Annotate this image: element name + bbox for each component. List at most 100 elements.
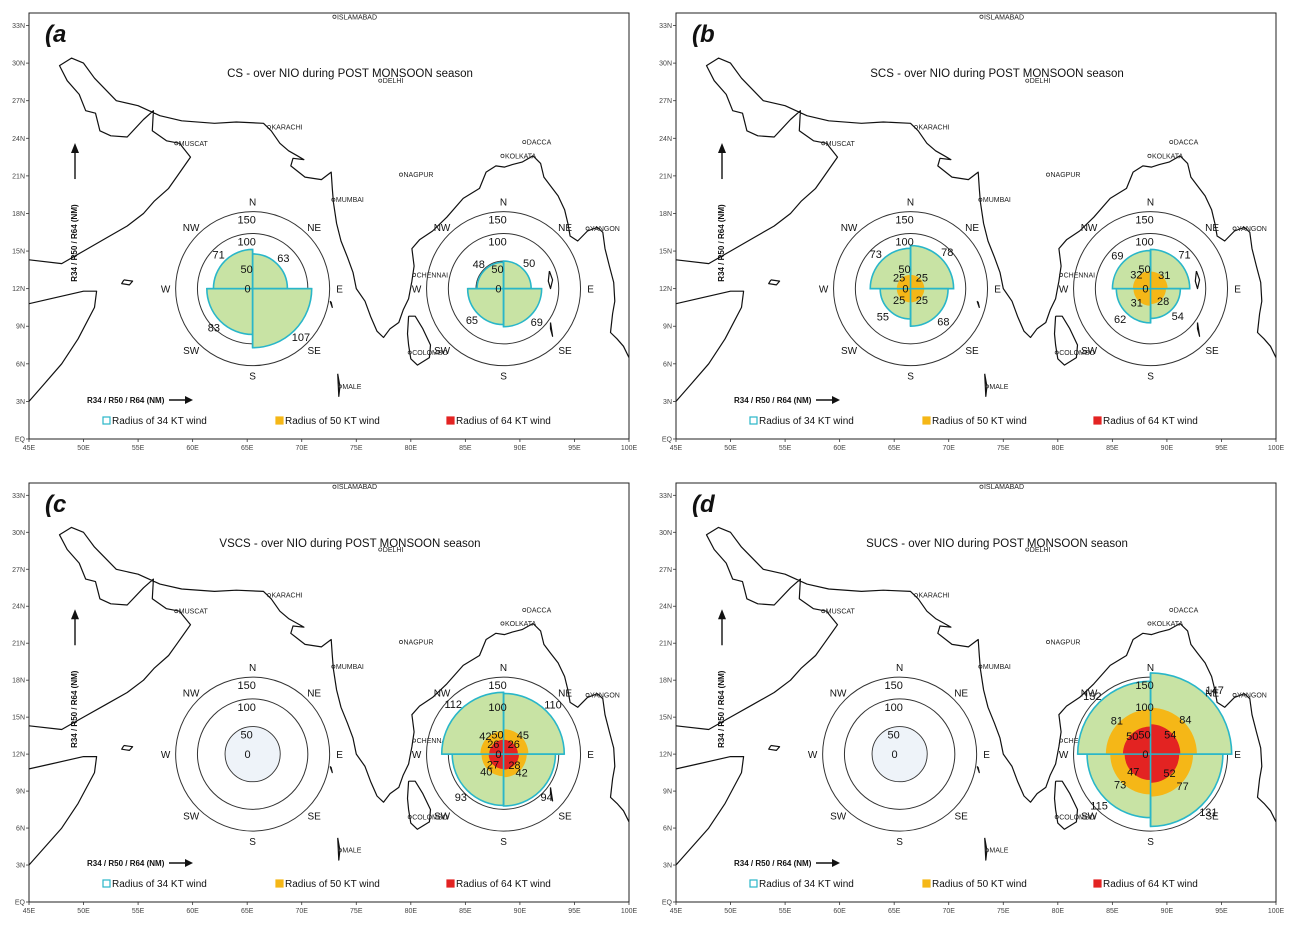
center-label: 0 (495, 749, 501, 761)
panel-title: SCS - over NIO during POST MONSOON seaso… (870, 68, 1124, 80)
lat-tick-18N: 18N (12, 211, 25, 218)
compass-n: N (249, 198, 256, 209)
city-yangon: YANGON (1237, 692, 1267, 699)
lat-tick-12N: 12N (12, 752, 25, 759)
ring-label-50: 50 (491, 264, 503, 276)
compass-e: E (336, 285, 343, 296)
r50-label-se: 28 (1157, 296, 1169, 308)
island (1194, 270, 1201, 290)
map-frame (675, 12, 1277, 440)
island (768, 279, 781, 286)
r50-quadrant-se (1150, 288, 1167, 305)
ring-100nm (196, 698, 309, 810)
compass-nw: NW (1081, 223, 1098, 234)
legend-r34: Radius of 34 KT wind (759, 416, 854, 427)
lon-tick-85E: 85E (459, 908, 472, 915)
lon-tick-100E: 100E (1268, 445, 1284, 452)
lat-tick-15N: 15N (12, 249, 25, 256)
city-dacca: DACCA (527, 140, 552, 147)
compass-ne: NE (1205, 689, 1219, 700)
r34-label-nw: 132 (1083, 691, 1101, 703)
city-marker (331, 664, 336, 669)
ring-label-150: 150 (488, 215, 506, 227)
lon-tick-60E: 60E (186, 445, 199, 452)
lon-tick-55E: 55E (779, 908, 792, 915)
r34-label-sw: 55 (877, 311, 889, 323)
coast-somalia (676, 290, 745, 402)
city-marker (585, 226, 590, 231)
island (549, 787, 554, 802)
city-kolkata: KOLKATA (1152, 153, 1184, 160)
city-marker (174, 141, 179, 146)
r64-label-se: 28 (508, 760, 520, 772)
panel-letter: (a (45, 21, 67, 48)
island (984, 837, 988, 861)
r34-quadrant-nw (476, 261, 505, 290)
lon-tick-45E: 45E (670, 908, 683, 915)
coast-srilanka (1053, 315, 1079, 366)
lon-tick-45E: 45E (23, 908, 36, 915)
center-label: 0 (1142, 284, 1148, 296)
city-nagpur: NAGPUR (404, 639, 434, 646)
compass-nw: NW (434, 689, 451, 700)
city-marker (1025, 547, 1030, 552)
city-yangon: YANGON (1237, 226, 1267, 233)
r34-label-sw: 115 (1090, 801, 1108, 813)
city-marker (979, 484, 984, 489)
island (1196, 322, 1201, 337)
compass-se: SE (1205, 812, 1219, 823)
lat-tick-3N: 3N (16, 863, 25, 870)
compass-nw: NW (183, 223, 200, 234)
lon-tick-50E: 50E (77, 445, 90, 452)
city-islamabad: ISLAMABAD (337, 484, 377, 491)
island (121, 744, 134, 751)
island (329, 766, 333, 774)
compass-nw: NW (1081, 689, 1098, 700)
lon-tick-65E: 65E (888, 445, 901, 452)
city-karachi: KARACHI (272, 125, 303, 132)
legend-swatch-r34 (749, 416, 758, 425)
r50-quadrant-sw (1133, 288, 1151, 306)
city-marker (1147, 153, 1152, 158)
lon-tick-95E: 95E (568, 908, 581, 915)
vertical-axis-label: R34 / R50 / R64 (NM) (717, 204, 726, 282)
city-marker (1059, 738, 1064, 743)
ring-label-100: 100 (1135, 702, 1153, 714)
ring-100nm (447, 232, 560, 345)
legend-swatch-r34 (102, 416, 111, 425)
lon-tick-90E: 90E (1161, 445, 1174, 452)
compass-e: E (1234, 750, 1241, 761)
city-kolkata: KOLKATA (505, 153, 537, 160)
lon-tick-65E: 65E (241, 445, 254, 452)
map-panel-2: EQ 3N 6N 9N 12N 15N 18N 21N 24N 27N 30N 33N 45E 50E 55… (5, 475, 637, 920)
r64-label-se: 52 (1163, 768, 1175, 780)
compass-s: S (500, 837, 507, 848)
city-marker (378, 78, 383, 83)
lat-tick-9N: 9N (16, 324, 25, 331)
compass-se: SE (558, 346, 572, 357)
lat-tick-30N: 30N (659, 61, 672, 68)
island (976, 300, 980, 308)
compass-sw: SW (183, 812, 200, 823)
r34-label-nw: 73 (870, 249, 882, 261)
lon-tick-50E: 50E (77, 908, 90, 915)
island (329, 300, 333, 308)
compass-nw: NW (830, 689, 847, 700)
island (768, 744, 781, 751)
island (976, 766, 980, 774)
r64-label-sw: 47 (1127, 766, 1139, 778)
compass-ne: NE (307, 689, 321, 700)
r34-quadrant-nw (869, 247, 912, 290)
coast-asia (29, 526, 629, 823)
lat-tick-27N: 27N (659, 98, 672, 105)
ring-150nm (426, 676, 582, 832)
city-chennai: CHENNAI (1064, 272, 1096, 279)
compass-sw: SW (830, 812, 847, 823)
lat-tick-30N: 30N (12, 530, 25, 537)
r50-label-nw: 42 (479, 731, 491, 743)
city-karachi: KARACHI (272, 593, 303, 600)
city-delhi: DELHI (383, 547, 404, 554)
compass-n: N (500, 663, 507, 674)
city-yangon: YANGON (590, 692, 620, 699)
city-marker (337, 384, 342, 389)
